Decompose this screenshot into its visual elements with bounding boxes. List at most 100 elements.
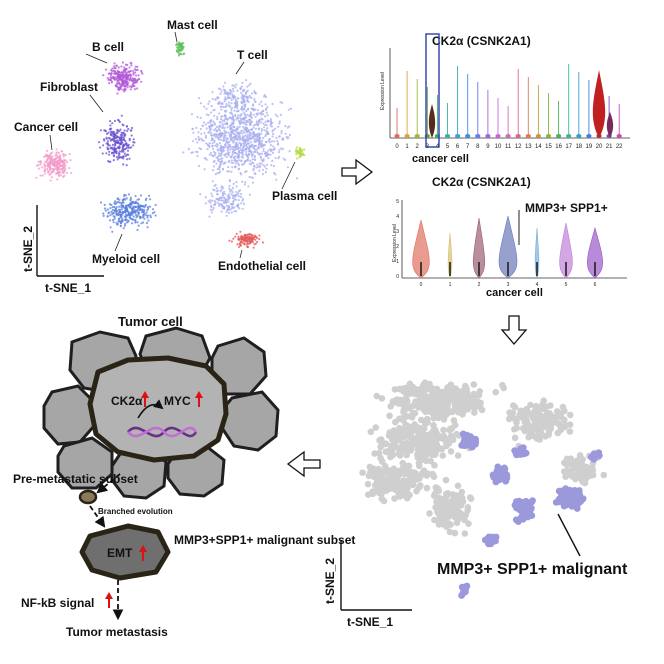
tsne-dot — [232, 237, 235, 240]
tsne-dot — [105, 142, 108, 145]
tsne-dot — [213, 141, 216, 144]
tsne-dot — [109, 214, 112, 217]
tsne-dot — [105, 137, 108, 140]
subcluster-dot — [400, 406, 408, 414]
tsne-dot — [133, 68, 137, 71]
subcluster-dot — [410, 410, 418, 418]
tsne-dot — [231, 146, 234, 149]
tsne-dot — [219, 160, 222, 164]
tsne-dot — [234, 155, 237, 158]
callout-mmp3-spp1: MMP3+ SPP1+ — [525, 201, 608, 215]
tsne-dot — [61, 161, 64, 164]
tsne-dot — [245, 79, 248, 82]
tsne-dot — [227, 170, 231, 173]
tsne-dot — [235, 134, 238, 137]
violin-base — [394, 134, 400, 138]
subcluster-dot — [511, 426, 518, 433]
subcluster-dot — [415, 459, 423, 467]
tsne-dot — [113, 209, 116, 212]
tsne-dot — [37, 160, 40, 163]
tsne-dot — [114, 143, 117, 146]
tsne-dot — [203, 168, 206, 171]
tsne-dot — [284, 158, 287, 161]
tsne-dot — [235, 181, 238, 184]
subcluster-dot — [412, 398, 419, 406]
tsne-dot — [111, 138, 114, 141]
tumor-cell-outer — [42, 384, 96, 446]
tsne-dot — [219, 88, 222, 91]
tsne-dot — [230, 240, 233, 243]
violin-cancer-plot: 0 1 2 3 4 5 0 1 2 3 4 5 6 — [396, 199, 603, 288]
tsne-dot — [112, 69, 116, 72]
violin-mark — [534, 227, 540, 280]
dashed-arrow-to-emt — [89, 505, 106, 528]
tsne-dot — [103, 203, 106, 206]
tsne-dot — [116, 79, 119, 82]
subcluster-dot — [366, 463, 374, 471]
violin-highlight — [606, 112, 614, 138]
tsne-dot — [140, 222, 143, 225]
tsne-dot — [296, 177, 299, 180]
tsne-dot — [120, 136, 123, 139]
label-plasma-cell: Plasma cell — [272, 189, 337, 203]
subcluster-dot — [413, 476, 420, 483]
tsne-dot — [123, 66, 126, 69]
tsne-dot — [251, 144, 254, 147]
tsne-dot — [128, 79, 131, 82]
tsne-dot — [117, 217, 120, 220]
tsne-dot — [149, 214, 152, 217]
tsne-dot — [128, 73, 131, 76]
tsne-dot — [179, 52, 182, 56]
tsne-dot — [269, 153, 272, 156]
tsne-dot — [154, 203, 157, 207]
subcluster-dot — [435, 487, 443, 495]
tsne-dot — [264, 120, 267, 124]
tsne-dot — [241, 156, 245, 159]
tsne-dot — [224, 98, 228, 101]
y-tick-label: 3 — [396, 229, 399, 235]
subcluster-dot — [375, 485, 382, 493]
tsne-dot — [196, 151, 199, 154]
tsne-dot — [230, 188, 233, 191]
cluster-tick-label: 14 — [535, 144, 542, 150]
subcluster-dot — [454, 482, 462, 490]
tsne-dot — [196, 115, 199, 119]
model-title: Tumor cell — [118, 314, 183, 329]
tsne-dot — [224, 96, 227, 99]
tsne-dot — [243, 95, 246, 98]
tsne-dot — [249, 163, 252, 166]
tsne-dot — [234, 159, 237, 162]
tsne-dot — [224, 161, 227, 164]
subcluster-dot — [402, 386, 410, 393]
subcluster-dot — [457, 495, 465, 503]
tsne-dot — [284, 124, 287, 128]
tsne-dot — [145, 197, 148, 200]
tsne-dot — [211, 97, 214, 101]
tsne-dot — [246, 113, 249, 116]
tsne-dot — [116, 73, 119, 76]
tsne-dot — [237, 117, 240, 120]
tsne-dot — [211, 138, 214, 141]
leader-endothelial-cell — [239, 249, 243, 259]
tsne-dot — [234, 151, 237, 154]
tsne-dot — [262, 158, 265, 161]
tsne-dot — [129, 76, 132, 79]
subcluster-dot — [579, 462, 587, 470]
tsne-dot — [240, 163, 244, 166]
subcluster-dot — [376, 467, 384, 474]
malignant-dot — [518, 501, 526, 509]
tsne-dot — [46, 164, 49, 167]
tsne-dot — [262, 137, 265, 140]
tsne-dot — [124, 139, 127, 143]
tsne-dot — [222, 132, 226, 135]
tsne-dot — [122, 155, 125, 158]
tsne-dot — [247, 242, 250, 245]
subcluster-dot — [579, 456, 587, 463]
tsne-dot — [119, 83, 122, 86]
tsne-dot — [136, 228, 139, 232]
tsne-dot — [266, 119, 269, 122]
tsne-dot — [219, 190, 222, 193]
tsne-dot — [102, 214, 105, 217]
tsne-dot — [252, 162, 255, 165]
tsne-dot — [221, 194, 224, 197]
